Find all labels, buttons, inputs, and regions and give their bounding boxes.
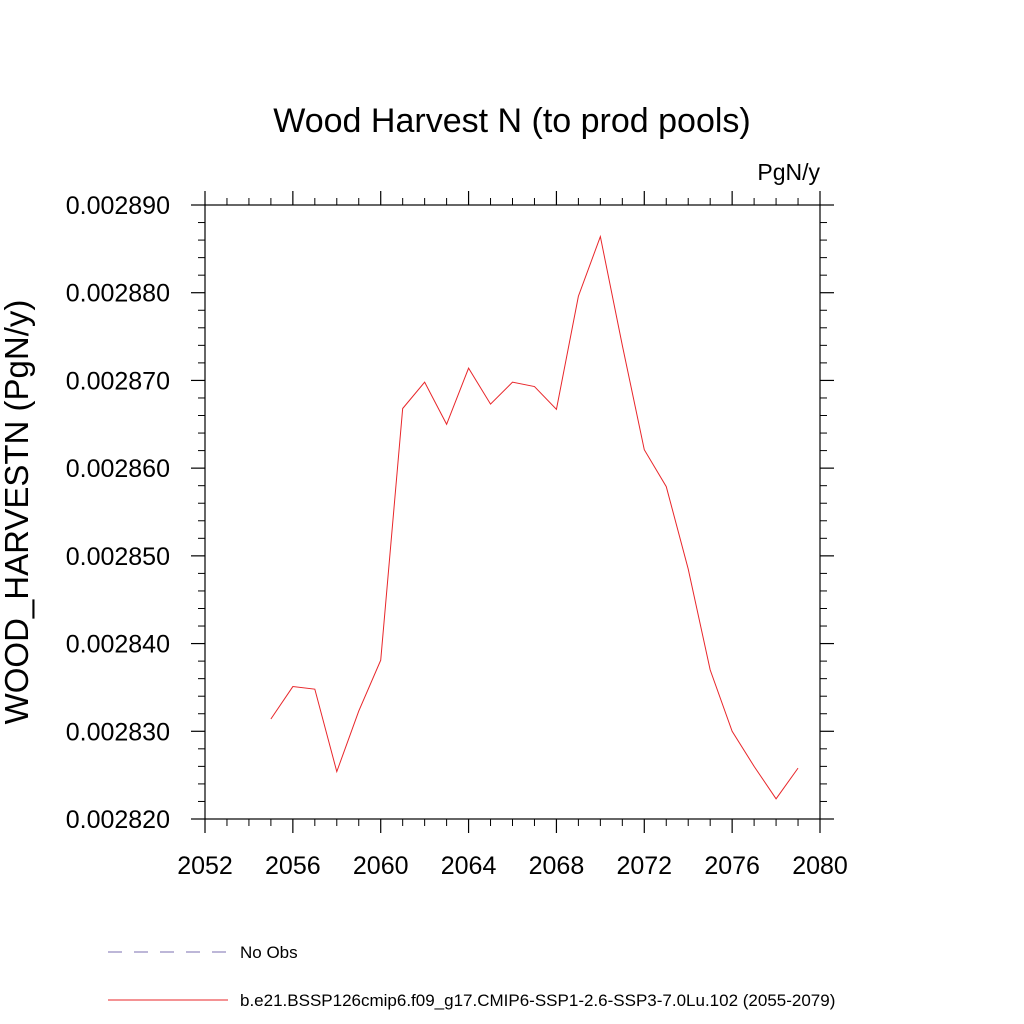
legend: No Obs b.e21.BSSP126cmip6.f09_g17.CMIP6-S… bbox=[108, 943, 835, 1010]
series-group bbox=[270, 234, 799, 800]
legend-label-1: b.e21.BSSP126cmip6.f09_g17.CMIP6-SSP1-2.… bbox=[240, 991, 835, 1010]
y-tick-label: 0.002850 bbox=[66, 543, 170, 571]
y-tick-label: 0.002820 bbox=[66, 806, 170, 834]
x-tick-label: 2064 bbox=[441, 852, 497, 880]
axis-ticks bbox=[191, 191, 834, 833]
x-tick-label: 2076 bbox=[704, 852, 760, 880]
x-tick-label: 2068 bbox=[529, 852, 585, 880]
y-tick-label: 0.002890 bbox=[66, 192, 170, 220]
x-tick-label: 2056 bbox=[265, 852, 321, 880]
chart-title: Wood Harvest N (to prod pools) bbox=[273, 102, 750, 140]
y-tick-label: 0.002870 bbox=[66, 367, 170, 395]
x-tick-label: 2072 bbox=[616, 852, 672, 880]
series-line-0 bbox=[270, 234, 799, 800]
x-tick-label: 2080 bbox=[792, 852, 848, 880]
y-axis-label: WOOD_HARVESTN (PgN/y) bbox=[0, 300, 35, 725]
y-tick-label: 0.002830 bbox=[66, 718, 170, 746]
plot-frame bbox=[204, 204, 821, 820]
x-tick-label: 2060 bbox=[353, 852, 409, 880]
x-tick-label: 2052 bbox=[177, 852, 233, 880]
tick-labels: 2052 2056 2060 2064 2068 2072 2076 2080 0.002820… bbox=[66, 192, 848, 880]
legend-label-0: No Obs bbox=[240, 943, 298, 962]
y-tick-label: 0.002860 bbox=[66, 455, 170, 483]
y-tick-label: 0.002880 bbox=[66, 280, 170, 308]
units-label: PgN/y bbox=[757, 159, 820, 185]
y-tick-label: 0.002840 bbox=[66, 631, 170, 659]
